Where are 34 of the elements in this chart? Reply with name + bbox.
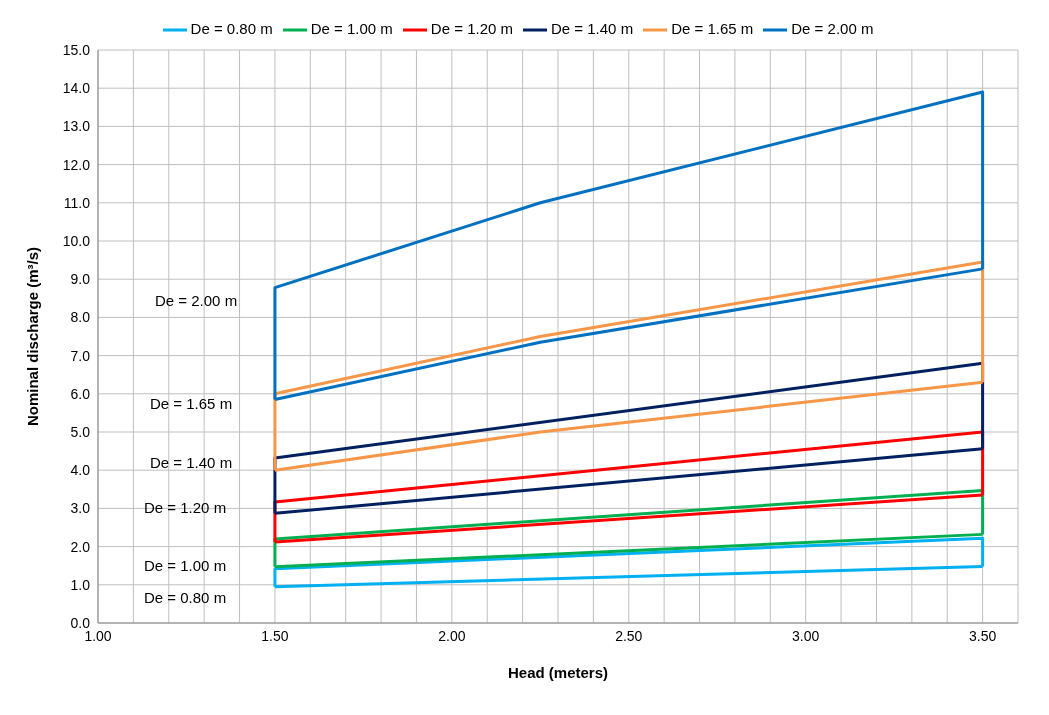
legend-label: De = 1.20 m [430,19,513,37]
legend-label: De = 1.65 m [671,19,754,37]
x-tick-label: 2.00 [438,627,466,644]
y-axis-title: Nominal discharge (m³/s) [24,246,42,427]
y-tick-label: 9.0 [70,271,91,288]
annotation: De = 1.00 m [144,557,227,574]
x-tick-label: 3.00 [792,627,820,644]
legend-label: De = 2.00 m [791,19,874,37]
legend-label: De = 1.40 m [551,19,634,37]
x-tick-label: 3.50 [968,627,997,644]
legend-label: De = 0.80 m [190,19,273,37]
y-tick-label: 13.0 [62,118,91,135]
annotation: De = 1.20 m [144,499,227,516]
y-tick-label: 8.0 [70,309,91,326]
y-tick-label: 4.0 [70,462,91,479]
y-tick-label: 3.0 [70,500,91,517]
x-axis-title: Head (meters) [507,664,609,681]
annotation: De = 2.00 m [155,292,238,309]
y-tick-label: 12.0 [62,156,91,173]
y-tick-label: 6.0 [70,385,91,402]
x-tick-label: 1.50 [261,627,289,644]
y-tick-label: 11.0 [63,194,91,211]
y-tick-label: 2.0 [70,538,91,555]
annotation: De = 1.65 m [150,395,233,412]
x-tick-label: 2.50 [615,627,643,644]
annotation: De = 0.80 m [144,589,227,606]
legend-label: De = 1.00 m [310,19,393,37]
y-tick-label: 1.0 [70,576,91,593]
y-tick-label: 5.0 [70,423,91,440]
y-tick-label: 14.0 [62,80,91,97]
y-tick-label: 15.0 [62,41,91,58]
y-tick-label: 7.0 [70,347,91,364]
y-tick-label: 10.0 [62,232,91,249]
annotation: De = 1.40 m [150,454,233,471]
